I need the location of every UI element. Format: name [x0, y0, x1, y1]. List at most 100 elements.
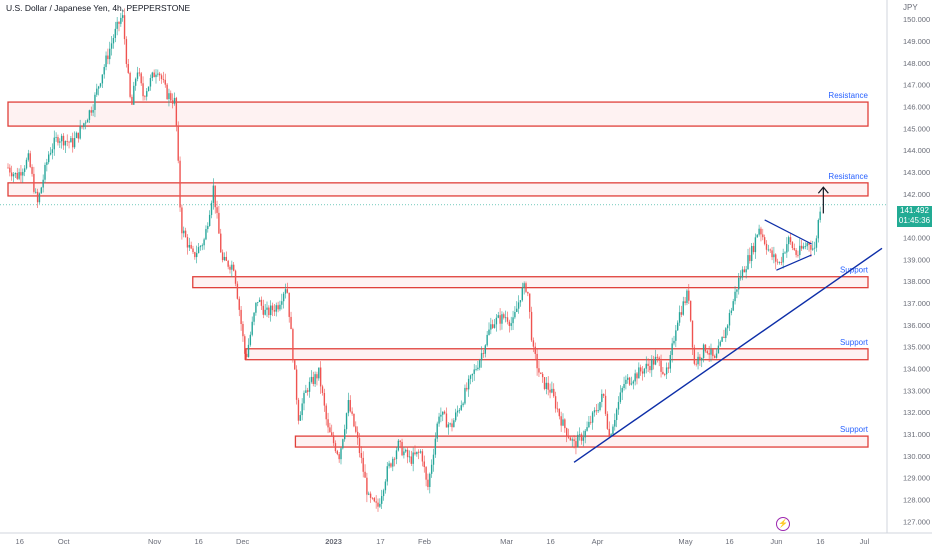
candle-down [536, 353, 538, 369]
zone-support [244, 348, 869, 361]
candle-up [813, 247, 816, 249]
last-price-value: 141.492 [900, 206, 929, 215]
candle-down [797, 254, 799, 256]
candle-down [418, 451, 420, 453]
candle-down [369, 493, 372, 498]
currency-label: JPY [903, 3, 918, 12]
candle-down [525, 283, 527, 292]
candle-up [471, 373, 474, 376]
candle-up [299, 415, 301, 421]
candle-up [110, 43, 113, 49]
candle-down [492, 324, 494, 328]
price-tick-label: 138.000 [903, 277, 930, 286]
lightning-icon[interactable]: ⚡ [776, 517, 790, 531]
time-tick-label: Mar [500, 537, 513, 546]
candle-up [116, 21, 118, 29]
candle-down [36, 191, 39, 203]
candle-up [654, 356, 657, 365]
candle-down [652, 359, 655, 365]
last-price-badge: 141.492 01:45:36 [897, 206, 932, 227]
candle-down [175, 97, 178, 126]
candle-up [59, 141, 61, 143]
candle-down [664, 374, 666, 375]
candle-up [310, 376, 313, 382]
candle-up [203, 239, 205, 246]
candle-up [638, 367, 640, 379]
candle-up [701, 357, 703, 361]
candle-up [734, 291, 736, 302]
candle-up [665, 367, 668, 375]
price-tick-label: 149.000 [903, 37, 930, 46]
candle-up [467, 378, 470, 390]
candle-down [390, 463, 392, 467]
candle-up [281, 301, 283, 305]
candle-up [408, 456, 411, 458]
candle-up [35, 191, 37, 193]
candle-up [405, 449, 407, 452]
candle-down [708, 353, 710, 355]
candle-down [406, 449, 409, 458]
candle-down [769, 249, 771, 251]
candle-down [127, 63, 129, 73]
candle-up [739, 277, 742, 279]
candle-down [356, 431, 359, 439]
candle-up [817, 219, 819, 239]
candle-up [49, 152, 52, 155]
candle-up [270, 305, 272, 316]
candle-up [634, 373, 636, 382]
candle-up [475, 369, 477, 370]
candle-down [530, 311, 533, 341]
candle-up [751, 245, 753, 262]
candle-up [392, 458, 394, 467]
candle-up [597, 410, 599, 412]
candle-up [151, 72, 153, 79]
candle-down [723, 336, 725, 339]
candle-up [430, 464, 433, 474]
candle-down [760, 228, 762, 235]
candle-up [48, 154, 50, 163]
candle-up [342, 439, 344, 449]
candle-up [464, 387, 466, 404]
candle-down [660, 360, 662, 372]
candle-up [721, 336, 723, 342]
candle-down [399, 440, 401, 442]
candle-up [99, 83, 102, 87]
candle-down [162, 79, 165, 80]
candle-down [503, 314, 505, 318]
candle-up [14, 173, 17, 175]
candle-down [238, 298, 240, 310]
price-tick-label: 129.000 [903, 474, 930, 483]
candle-down [307, 390, 309, 392]
candle-up [199, 246, 202, 248]
candle-down [553, 388, 555, 397]
time-tick-label: 17 [376, 537, 384, 546]
candle-down [129, 72, 131, 97]
price-tick-label: 144.000 [903, 146, 930, 155]
candle-down [20, 172, 22, 176]
candle-up [97, 86, 100, 89]
candle-up [301, 403, 303, 416]
candle-down [608, 428, 610, 436]
candle-up [279, 304, 281, 310]
candle-up [347, 400, 350, 414]
candle-up [741, 269, 744, 278]
candle-down [566, 428, 568, 436]
candle-down [649, 365, 651, 371]
candle-down [538, 368, 540, 373]
candle-up [168, 93, 170, 100]
candle-up [173, 97, 176, 104]
time-tick-label: Jun [770, 537, 782, 546]
candle-up [368, 493, 370, 495]
candle-up [517, 302, 520, 309]
candle-up [75, 132, 78, 139]
candle-down [699, 356, 701, 361]
candle-up [632, 381, 634, 384]
candle-up [682, 301, 684, 315]
candle-up [440, 414, 442, 417]
candle-up [516, 308, 518, 312]
candle-up [251, 321, 253, 335]
candle-up [819, 211, 821, 220]
candle-up [86, 119, 89, 123]
candle-up [621, 388, 623, 393]
